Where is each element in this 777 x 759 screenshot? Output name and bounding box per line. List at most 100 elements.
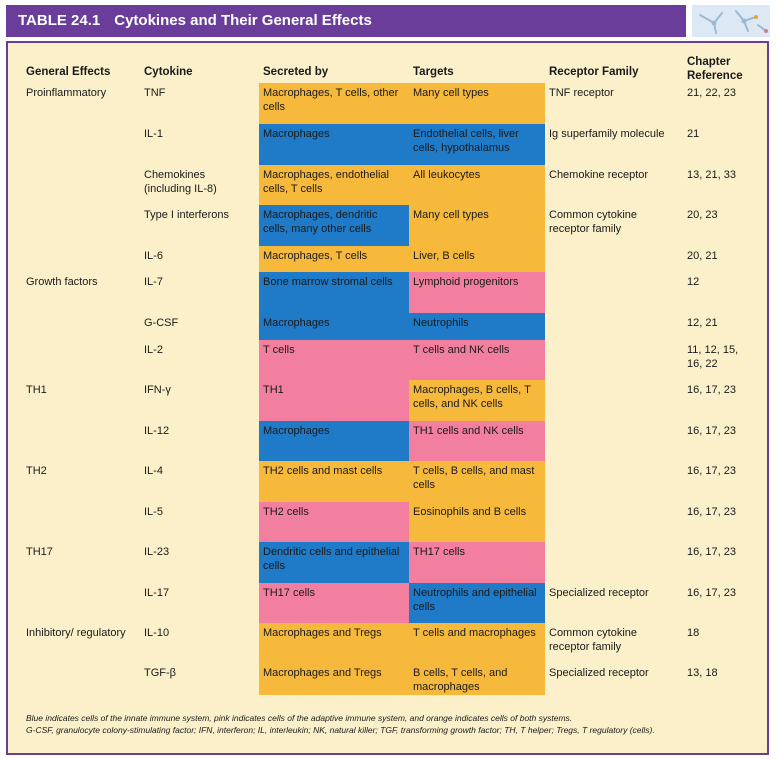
row-targets: Neutrophils (409, 313, 545, 340)
row-cytokine: Chemokines (including IL-8) (144, 169, 217, 195)
row-receptor-family: Specialized receptor (549, 667, 649, 679)
row-secreted-by: Macrophages and Tregs (259, 623, 409, 663)
row-targets: B cells, T cells, and macrophages (409, 663, 545, 695)
row-chapter-reference: 12, 21 (687, 317, 718, 329)
row-chapter-reference: 12 (687, 276, 700, 288)
row-chapter-reference: 16, 17, 23 (687, 506, 736, 518)
row-general-effect: TH2 (26, 465, 47, 477)
row-chapter-reference: 16, 17, 23 (687, 425, 736, 437)
row-chapter-reference: 16, 17, 23 (687, 465, 736, 477)
row-secreted-by: Macrophages, T cells, other cells (259, 83, 409, 124)
row-receptor-family (545, 272, 681, 313)
row-secreted-by: Macrophages, dendritic cells, many other… (259, 205, 409, 246)
row-cytokine: IL-17 (144, 587, 170, 599)
row-targets: Liver, B cells (409, 246, 545, 272)
row-general-effect (22, 165, 142, 205)
row-targets: Eosinophils and B cells (409, 502, 545, 542)
row-targets: T cells and macrophages (409, 623, 545, 663)
row-receptor-family: Specialized receptor (549, 587, 649, 599)
row-cytokine: IL-23 (144, 546, 170, 558)
row-targets: T cells, B cells, and mast cells (409, 461, 545, 502)
molecule-thumbnail-icon (692, 5, 770, 37)
row-targets: T cells and NK cells (409, 340, 545, 380)
row-secreted-by: Macrophages, endothelial cells, T cells (259, 165, 409, 205)
row-secreted-by: TH17 cells (259, 583, 409, 623)
row-targets: Endothelial cells, liver cells, hypothal… (409, 124, 545, 165)
row-secreted-by: Macrophages (259, 421, 409, 461)
row-targets: All leukocytes (409, 165, 545, 205)
row-secreted-by: TH2 cells (259, 502, 409, 542)
table-caption: Cytokines and Their General Effects (114, 12, 372, 29)
row-secreted-by: Macrophages and Tregs (259, 663, 409, 695)
footnote-color-legend: Blue indicates cells of the innate immun… (26, 713, 573, 723)
row-chapter-reference: 21 (687, 128, 700, 140)
row-receptor-family (545, 313, 681, 340)
row-targets: TH17 cells (409, 542, 545, 583)
row-secreted-by: TH1 (259, 380, 409, 421)
row-secreted-by: Bone marrow stromal cells (259, 272, 409, 313)
row-secreted-by: Macrophages (259, 124, 409, 165)
row-general-effect: Proinflammatory (26, 87, 107, 99)
row-general-effect (22, 313, 142, 340)
row-secreted-by: Macrophages (259, 313, 409, 340)
row-cytokine: IL-12 (144, 425, 170, 437)
row-receptor-family (545, 542, 681, 583)
row-receptor-family: Common cytokine receptor family (549, 209, 638, 235)
table-frame: General Effects Cytokine Secreted by Target… (6, 41, 769, 755)
row-secreted-by: T cells (259, 340, 409, 380)
row-receptor-family: Ig superfamily molecule (549, 128, 665, 140)
header-general-effects: General Effects (26, 66, 111, 78)
row-receptor-family: Chemokine receptor (549, 169, 649, 181)
row-general-effect: Inhibitory/ regulatory (26, 627, 126, 639)
table-number: TABLE 24.1 (18, 12, 101, 29)
row-chapter-reference: 18 (687, 627, 700, 639)
row-cytokine: IFN-γ (144, 384, 171, 396)
row-chapter-reference: 20, 23 (687, 209, 718, 221)
row-cytokine: IL-1 (144, 128, 163, 140)
row-chapter-reference: 16, 17, 23 (687, 587, 736, 599)
row-chapter-reference: 16, 17, 23 (687, 546, 736, 558)
row-targets: Neutrophils and epithelial cells (409, 583, 545, 623)
row-general-effect: Growth factors (26, 276, 98, 288)
row-receptor-family (545, 380, 681, 421)
row-secreted-by: TH2 cells and mast cells (259, 461, 409, 502)
row-receptor-family (545, 340, 681, 380)
row-chapter-reference: 20, 21 (687, 250, 718, 262)
header-cytokine: Cytokine (144, 66, 193, 78)
header-secreted-by: Secreted by (263, 66, 329, 78)
row-general-effect (22, 502, 142, 542)
row-chapter-reference: 13, 21, 33 (687, 169, 736, 181)
row-general-effect: TH1 (26, 384, 47, 396)
row-cytokine: Type I interferons (144, 209, 229, 221)
row-cytokine: G-CSF (144, 317, 179, 329)
row-general-effect (22, 246, 142, 272)
row-chapter-reference: 16, 17, 23 (687, 384, 736, 396)
row-targets: Many cell types (409, 205, 545, 246)
row-receptor-family: Common cytokine receptor family (549, 627, 638, 653)
row-receptor-family (545, 246, 681, 272)
row-cytokine: TNF (144, 87, 166, 99)
footnote-abbreviations: G-CSF, granulocyte colony-stimulating fa… (26, 725, 655, 735)
row-chapter-reference: 11, 12, 15, 16, 22 (687, 344, 739, 370)
row-receptor-family (545, 502, 681, 542)
row-general-effect (22, 663, 142, 695)
row-cytokine: IL-5 (144, 506, 163, 518)
row-general-effect (22, 340, 142, 380)
row-targets: Macrophages, B cells, T cells, and NK ce… (409, 380, 545, 421)
row-receptor-family: TNF receptor (549, 87, 614, 99)
row-targets: Lymphoid progenitors (409, 272, 545, 313)
row-targets: Many cell types (409, 83, 545, 124)
header-targets: Targets (413, 66, 454, 78)
row-general-effect (22, 583, 142, 623)
row-receptor-family (545, 421, 681, 461)
row-general-effect (22, 124, 142, 165)
row-secreted-by: Macrophages, T cells (259, 246, 409, 272)
table-title-bar: TABLE 24.1 Cytokines and Their General Ef… (6, 5, 686, 37)
row-targets: TH1 cells and NK cells (409, 421, 545, 461)
row-cytokine: IL-7 (144, 276, 163, 288)
row-cytokine: TGF-β (144, 667, 176, 679)
row-general-effect (22, 421, 142, 461)
row-cytokine: IL-6 (144, 250, 163, 262)
table-title: TABLE 24.1 Cytokines and Their General Ef… (18, 5, 372, 37)
row-cytokine: IL-4 (144, 465, 163, 477)
